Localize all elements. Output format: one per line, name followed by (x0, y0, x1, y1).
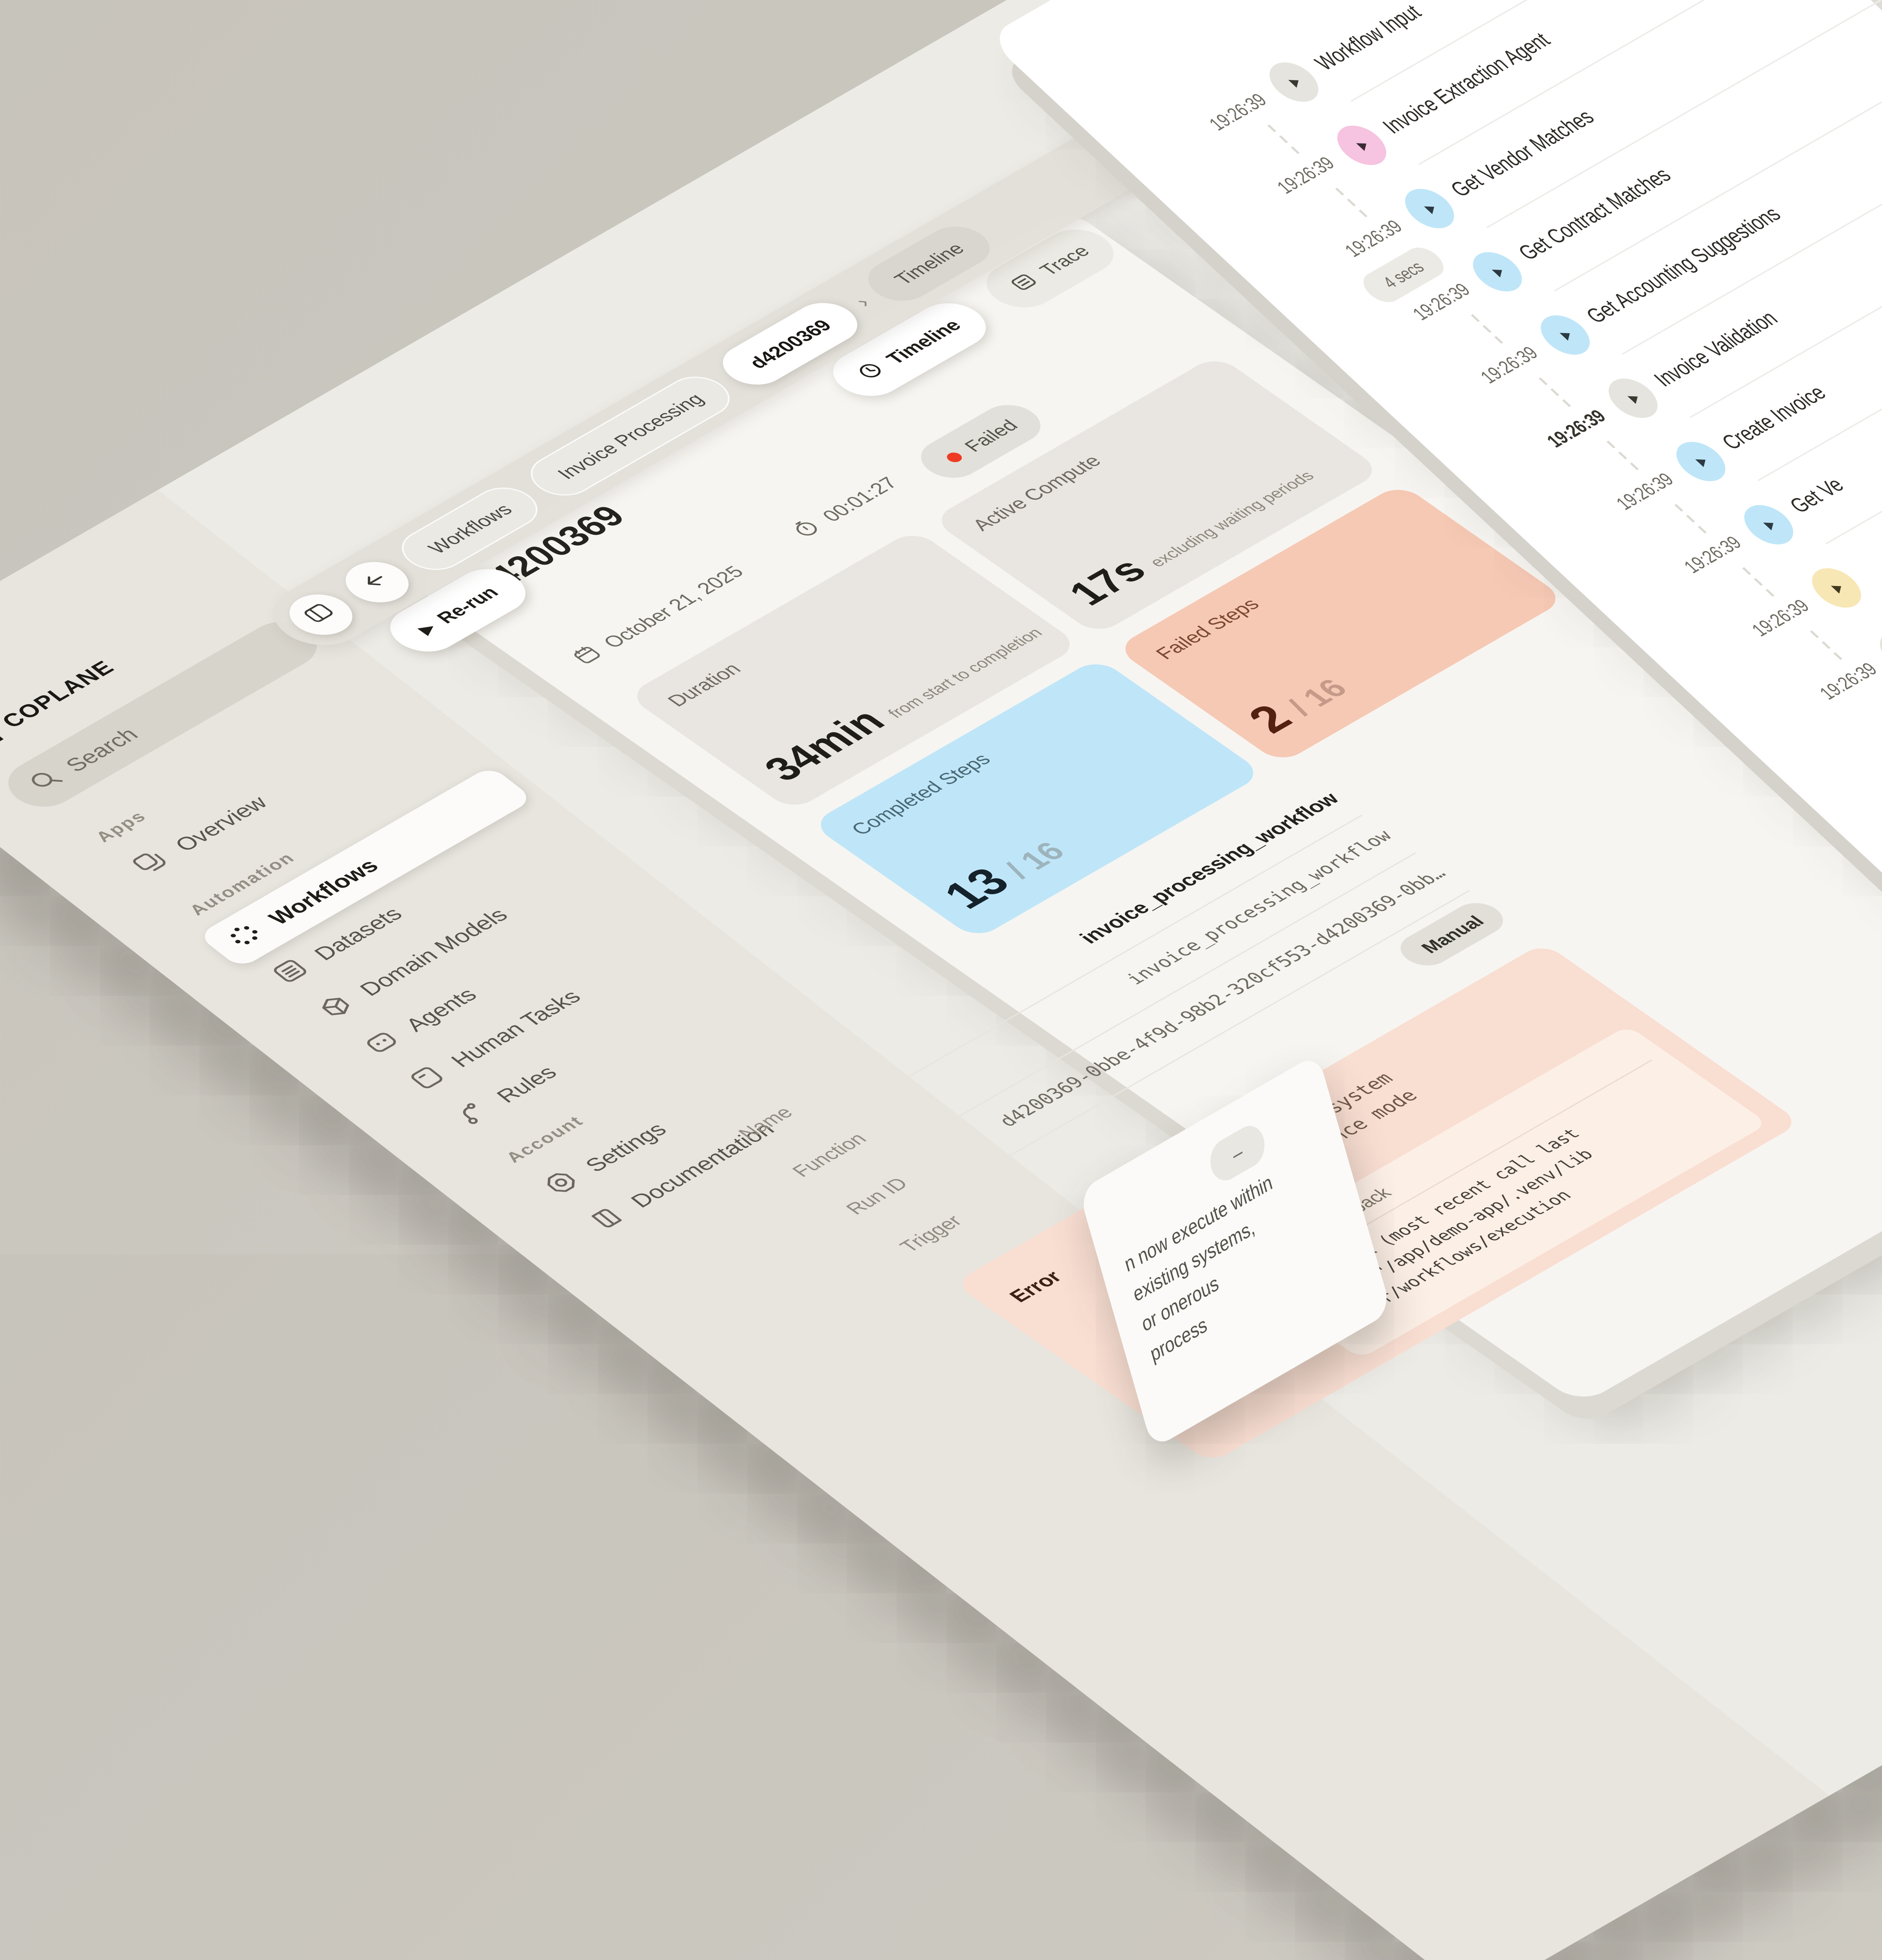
minus-icon: – (1230, 1139, 1246, 1167)
play-icon: ▶ (415, 621, 439, 637)
step-play-icon[interactable] (1734, 498, 1804, 552)
human-tasks-icon (402, 1061, 454, 1096)
trace-rows-icon (1005, 270, 1045, 296)
agents-icon (356, 1025, 409, 1061)
documentation-icon (582, 1201, 634, 1237)
run-elapsed: 00:01:27 (786, 472, 906, 544)
tab-timeline[interactable]: Timeline (819, 294, 1000, 405)
stopwatch-icon (786, 515, 830, 544)
search-input[interactable]: Search (0, 612, 331, 816)
workflows-dots-icon (220, 918, 272, 954)
step-play-icon[interactable] (1395, 182, 1464, 235)
sidebar-item-rules[interactable]: Rules (425, 944, 762, 1147)
search-icon (22, 764, 71, 798)
sidebar-item-workflows[interactable]: Workflows (197, 765, 534, 969)
step-play-icon[interactable] (1599, 372, 1668, 425)
sidebar-item-domain-models[interactable]: Domain Models (288, 837, 625, 1040)
error-label: Error (1005, 1267, 1068, 1307)
step-play-icon[interactable] (1259, 55, 1329, 109)
calendar-icon (567, 642, 611, 671)
tab-trace[interactable]: Trace (972, 220, 1128, 317)
sidebar-item-agents[interactable]: Agents (334, 872, 671, 1075)
step-play-icon[interactable] (1463, 245, 1532, 299)
sidebar-item-datasets[interactable]: Datasets (243, 801, 579, 1004)
overview-icon (126, 845, 178, 881)
sidebar-item-overview[interactable]: Overview (104, 692, 440, 895)
step-play-icon[interactable] (1327, 119, 1397, 172)
run-date: October 21, 2025 (567, 561, 752, 671)
sidebar-item-settings[interactable]: Settings (514, 1013, 850, 1216)
arrow-left-icon (353, 567, 401, 598)
back-button[interactable] (332, 554, 422, 611)
settings-icon (536, 1166, 589, 1201)
breadcrumb-bar: Workflows Invoice Processing d4200369 › … (254, 111, 1187, 657)
domain-models-icon (311, 990, 363, 1025)
step-play-icon[interactable] (1531, 308, 1600, 362)
sidebar-toggle-button[interactable] (276, 586, 365, 643)
sidebar-item-documentation[interactable]: Documentation (560, 1049, 896, 1252)
datasets-icon (265, 954, 317, 990)
step-play-icon[interactable] (1666, 435, 1736, 488)
sidebar-item-human-tasks[interactable]: Human Tasks (380, 908, 716, 1111)
clock-icon (851, 358, 892, 385)
panel-icon (297, 599, 345, 630)
step-play-icon[interactable] (1802, 561, 1871, 615)
breadcrumb-separator: › (850, 293, 876, 311)
status-dot (943, 450, 965, 464)
rules-icon (448, 1096, 500, 1132)
